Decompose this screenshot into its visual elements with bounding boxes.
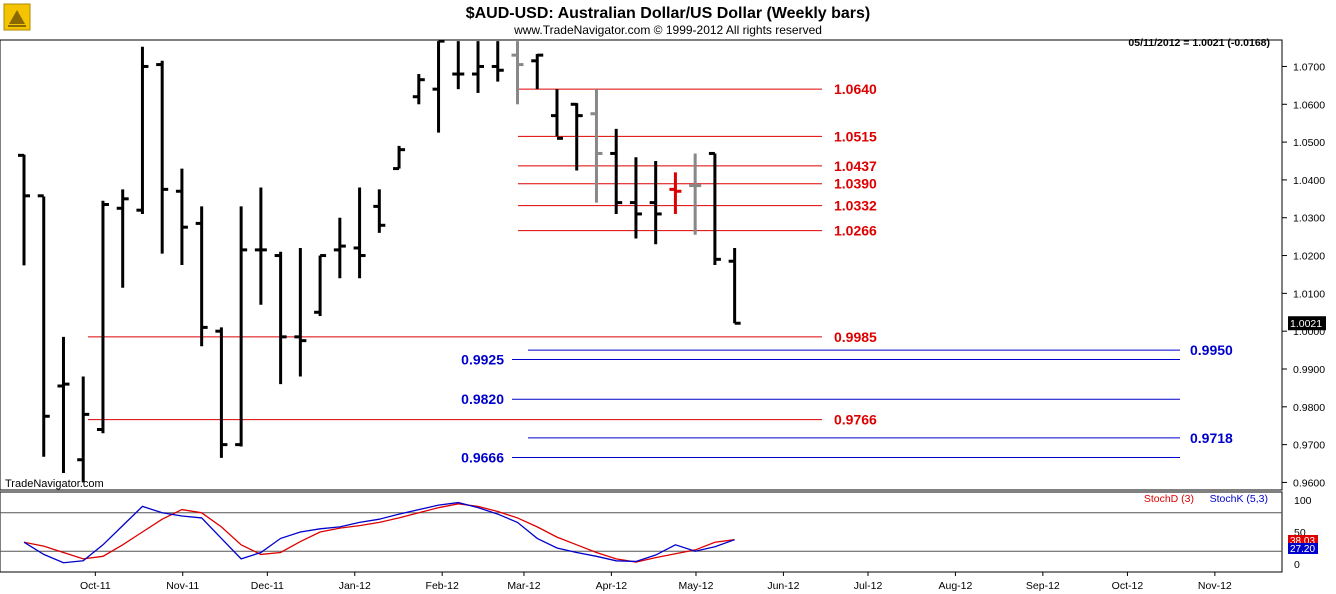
blue-level-label: 0.9950 (1190, 342, 1233, 358)
x-tick-label: Apr-12 (596, 580, 628, 592)
x-tick-label: Jan-12 (339, 580, 371, 592)
y-tick-label: 1.0400 (1293, 175, 1325, 187)
ohlc-bar (116, 189, 129, 288)
ohlc-bar (333, 217, 346, 279)
x-tick-label: Nov-11 (166, 580, 199, 592)
y-tick-label: 1.0500 (1293, 137, 1325, 149)
x-tick-label: Dec-11 (251, 580, 284, 592)
stochastic-y-label: 50 (1294, 527, 1306, 539)
ohlc-bar (195, 206, 208, 347)
ohlc-bar (570, 102, 583, 171)
x-tick-label: May-12 (678, 580, 713, 592)
ohlc-bar (649, 161, 662, 245)
stochastic-value-tag (1288, 535, 1318, 546)
ohlc-bar (708, 151, 721, 265)
stochd-line (23, 503, 735, 563)
ohlc-bar (235, 206, 248, 447)
ohlc-bar (175, 168, 188, 265)
blue-level-label: 0.9820 (461, 391, 504, 407)
ohlc-bar (412, 74, 425, 105)
x-tick-label: Aug-12 (938, 580, 972, 592)
x-tick-label: Jun-12 (767, 580, 799, 592)
ohlc-bar (274, 251, 287, 385)
stochastic-value-tag-text: 27.20 (1290, 544, 1315, 555)
watermark-text: TradeNavigator.com (5, 478, 104, 490)
y-tick-label: 0.9800 (1293, 402, 1325, 414)
ohlc-bar (393, 145, 406, 171)
ohlc-bar (373, 189, 386, 233)
ohlc-bar (96, 200, 109, 434)
ohlc-bar (254, 187, 267, 305)
x-tick-label: Mar-12 (507, 580, 540, 592)
ohlc-bar (491, 41, 504, 82)
ohlc-bar (156, 60, 169, 254)
ohlc-bar (353, 187, 366, 279)
ohlc-bar (531, 53, 544, 90)
copyright-text: www.TradeNavigator.com © 1999-2012 All r… (513, 23, 822, 37)
red-level-label: 1.0640 (834, 81, 877, 97)
x-tick-label: Sep-12 (1026, 580, 1060, 592)
ohlc-bar (728, 247, 741, 325)
stochk-line (23, 501, 735, 564)
ohlc-bar (215, 327, 228, 458)
price-panel-frame (0, 39, 1283, 491)
y-tick-label: 1.0600 (1293, 99, 1325, 111)
ohlc-bar (610, 128, 623, 214)
x-tick-label: Jul-12 (854, 580, 883, 592)
ohlc-bar (432, 39, 445, 133)
red-level-label: 1.0515 (834, 128, 877, 144)
ohlc-bar (136, 46, 149, 214)
y-tick-label: 1.0700 (1293, 61, 1325, 73)
ohlc-bar (629, 157, 642, 239)
ohlc-bar (511, 41, 524, 105)
last-price-tag-text: 1.0021 (1290, 318, 1322, 330)
stochastic-y-label: 100 (1294, 495, 1312, 507)
blue-level-label: 0.9718 (1190, 430, 1233, 446)
x-tick-label: Oct-11 (80, 580, 111, 592)
y-tick-label: 1.0100 (1293, 288, 1325, 300)
stochastic-legend-label: StochD (3) (1144, 493, 1194, 505)
blue-level-label: 0.9925 (461, 352, 504, 368)
logo-icon (3, 3, 31, 31)
y-tick-label: 0.9700 (1293, 440, 1325, 452)
stochastic-y-label: 0 (1294, 559, 1300, 571)
blue-level-label: 0.9666 (461, 449, 504, 465)
ohlc-bar (18, 153, 30, 266)
ohlc-bar (294, 247, 307, 377)
ohlc-bar (77, 376, 90, 483)
stochastic-value-tag (1288, 543, 1318, 554)
x-tick-label: Oct-12 (1112, 580, 1144, 592)
ohlc-bar (669, 172, 682, 214)
x-tick-label: Nov-12 (1198, 580, 1232, 592)
ohlc-bar (472, 41, 485, 93)
last-price-tag (1288, 316, 1326, 331)
stochastic-value-tag-text: 38.03 (1290, 536, 1315, 547)
red-level-label: 0.9985 (834, 329, 877, 345)
y-tick-label: 0.9600 (1293, 477, 1325, 489)
ohlc-bar (590, 89, 603, 203)
ohlc-bar (314, 254, 327, 317)
red-level-label: 0.9766 (834, 412, 877, 428)
stochastic-panel-frame (0, 491, 1283, 573)
ohlc-bar (689, 153, 702, 235)
ohlc-bar (57, 336, 70, 473)
red-level-label: 1.0437 (834, 158, 877, 174)
ohlc-bar (37, 194, 50, 457)
chart-title: $AUD-USD: Australian Dollar/US Dollar (W… (466, 5, 871, 22)
red-level-label: 1.0332 (834, 198, 877, 214)
last-price-info: 05/11/2012 = 1.0021 (-0.0168) (1128, 37, 1270, 49)
y-tick-label: 1.0300 (1293, 213, 1325, 225)
y-tick-label: 1.0200 (1293, 251, 1325, 263)
red-level-label: 1.0390 (834, 176, 877, 192)
x-tick-label: Feb-12 (426, 580, 459, 592)
red-level-label: 1.0266 (834, 223, 877, 239)
y-tick-label: 0.9900 (1293, 364, 1325, 376)
ohlc-bar (550, 89, 563, 140)
stochastic-legend-label: StochK (5,3) (1210, 493, 1268, 505)
ohlc-bar (452, 41, 465, 90)
